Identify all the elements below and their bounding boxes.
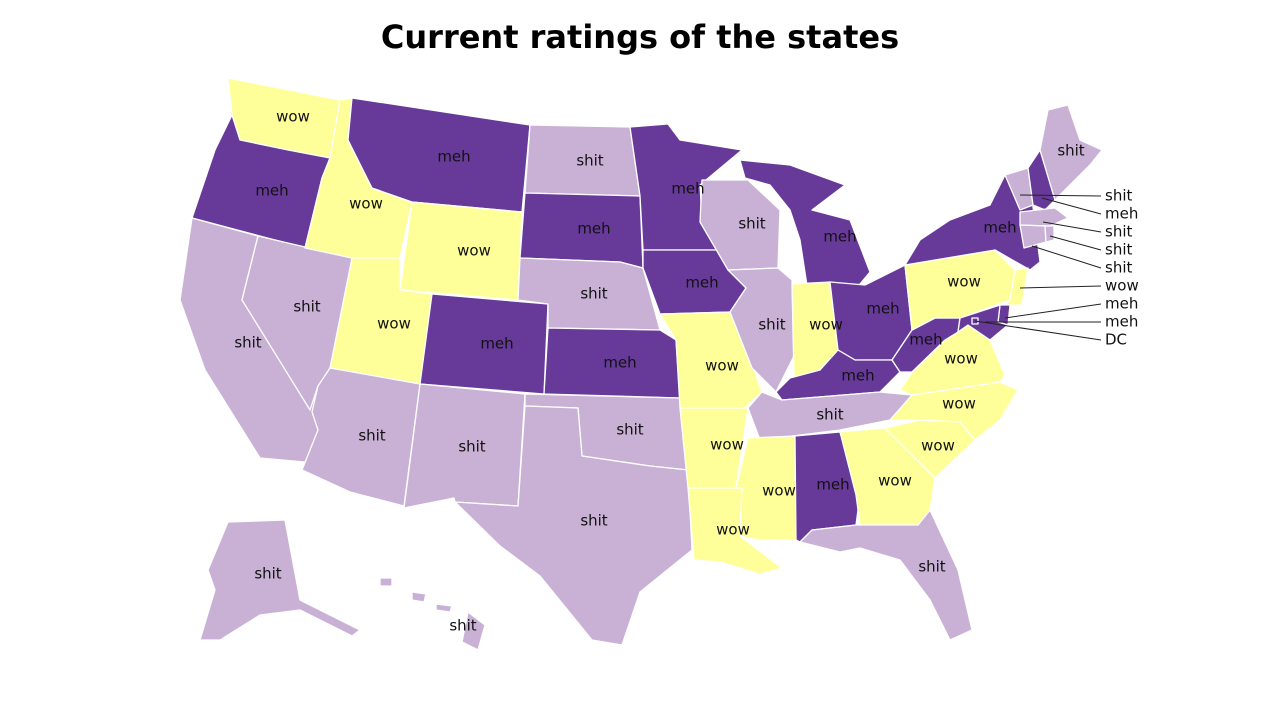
state-label-AR: wow — [710, 436, 744, 454]
map-title: Current ratings of the states — [380, 18, 900, 56]
state-label-MT: meh — [437, 148, 470, 166]
state-label-ID: wow — [349, 195, 383, 213]
state-label-NE: shit — [580, 285, 607, 303]
state-label-CO: meh — [480, 335, 513, 353]
callout-label-DC: DC — [1105, 331, 1127, 349]
state-FL — [799, 509, 973, 641]
callout-label-MA: shit — [1105, 223, 1132, 241]
state-label-NC: wow — [942, 395, 976, 413]
state-label-NV: shit — [293, 298, 320, 316]
state-label-AK: shit — [254, 565, 281, 583]
state-label-SD: meh — [577, 220, 610, 238]
state-label-NY: meh — [983, 219, 1016, 237]
state-AK — [199, 519, 361, 641]
state-label-WY: wow — [457, 242, 491, 260]
state-RI — [1044, 225, 1055, 243]
state-label-ND: shit — [576, 152, 603, 170]
state-label-NM: shit — [458, 438, 485, 456]
state-label-LA: wow — [716, 521, 750, 539]
state-label-MI: meh — [823, 228, 856, 246]
leader-line-CT — [1031, 245, 1102, 269]
state-HI — [379, 577, 486, 651]
state-label-TX: shit — [580, 512, 607, 530]
state-MA — [1019, 207, 1069, 227]
state-PA — [904, 249, 1016, 331]
state-label-WV: meh — [909, 331, 942, 349]
state-label-IL: shit — [758, 316, 785, 334]
leader-line-MA — [1042, 221, 1102, 233]
callout-label-NH: meh — [1105, 205, 1138, 223]
state-label-SC: wow — [921, 437, 955, 455]
state-label-MS: wow — [762, 482, 796, 500]
state-label-OR: meh — [255, 182, 288, 200]
state-label-VA: wow — [944, 350, 978, 368]
state-label-AZ: shit — [358, 427, 385, 445]
leader-line-DC — [974, 320, 1102, 341]
state-ME — [1039, 104, 1103, 201]
state-label-IN: wow — [809, 316, 843, 334]
state-CT — [1019, 224, 1047, 249]
state-TX — [454, 405, 693, 646]
state-label-AL: meh — [816, 476, 849, 494]
state-label-IA: meh — [685, 274, 718, 292]
state-label-KS: meh — [603, 354, 636, 372]
state-label-OH: meh — [866, 300, 899, 318]
callout-label-MD: meh — [1105, 313, 1138, 331]
callout-label-RI: shit — [1105, 241, 1132, 259]
state-label-OK: shit — [616, 421, 643, 439]
state-label-HI: shit — [449, 617, 476, 635]
state-label-MO: wow — [705, 357, 739, 375]
state-label-FL: shit — [918, 558, 945, 576]
state-label-UT: wow — [377, 315, 411, 333]
state-label-WI: shit — [738, 215, 765, 233]
state-label-GA: wow — [878, 472, 912, 490]
leader-line-NH — [1041, 197, 1102, 215]
leader-line-VT — [1019, 194, 1102, 197]
callout-label-VT: shit — [1105, 187, 1132, 205]
callout-label-CT: shit — [1105, 259, 1132, 277]
state-label-WA: wow — [276, 108, 310, 126]
leader-line-RI — [1049, 235, 1102, 251]
state-label-KY: meh — [841, 367, 874, 385]
state-NJ — [1004, 267, 1029, 306]
leader-line-DE — [1004, 303, 1102, 319]
callout-label-DE: meh — [1105, 295, 1138, 313]
state-label-CA: shit — [234, 334, 261, 352]
leader-line-NJ — [1019, 285, 1102, 289]
state-label-MN: meh — [671, 180, 704, 198]
state-label-PA: wow — [947, 273, 981, 291]
state-label-ME: shit — [1057, 142, 1084, 160]
state-label-TN: shit — [816, 406, 843, 424]
callout-label-NJ: wow — [1105, 277, 1139, 295]
